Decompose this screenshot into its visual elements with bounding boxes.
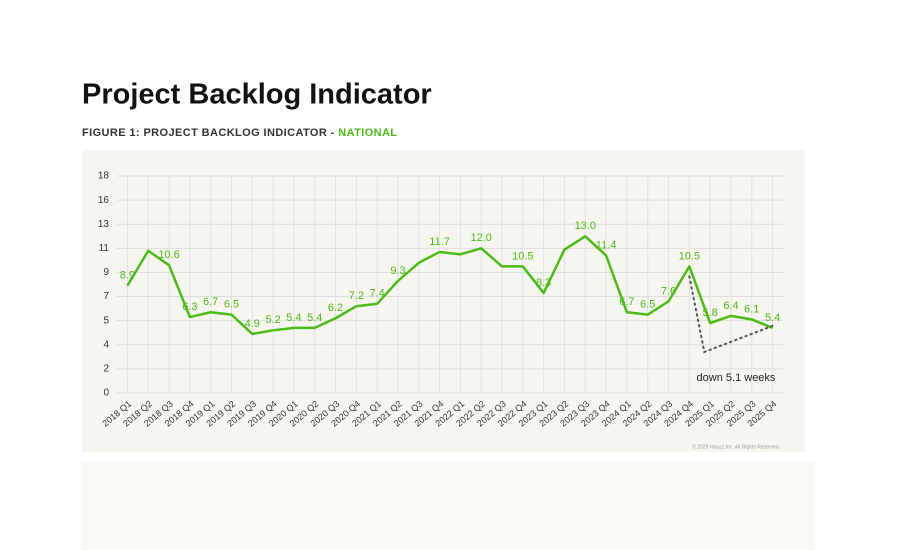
value-label: 8.9 bbox=[120, 270, 135, 282]
value-label: 7.6 bbox=[661, 285, 676, 297]
y-tick-label: 4 bbox=[103, 339, 109, 350]
y-tick-label: 5 bbox=[103, 315, 109, 326]
value-label: 5.8 bbox=[703, 307, 718, 319]
value-label: 13.0 bbox=[575, 220, 596, 232]
value-label: 9.3 bbox=[390, 265, 405, 277]
lower-panel bbox=[82, 462, 815, 550]
y-tick-label: 11 bbox=[99, 243, 110, 254]
value-label: 11.4 bbox=[596, 239, 617, 251]
figure-title-highlight: NATIONAL bbox=[338, 127, 397, 139]
value-label: 7.2 bbox=[349, 290, 364, 302]
value-label: 7.4 bbox=[370, 288, 385, 300]
value-label: 5.4 bbox=[307, 312, 322, 324]
data-line bbox=[126, 235, 774, 336]
y-tick-label: 9 bbox=[103, 267, 109, 278]
y-tick-label: 7 bbox=[103, 291, 109, 302]
value-label: 5.4 bbox=[286, 312, 301, 324]
figure-title-main: FIGURE 1: PROJECT BACKLOG INDICATOR - bbox=[82, 127, 335, 139]
value-label: 12.0 bbox=[471, 232, 492, 244]
value-label: 8.3 bbox=[536, 277, 551, 289]
value-label: 5.4 bbox=[765, 312, 780, 324]
y-tick-label: 16 bbox=[98, 195, 110, 206]
y-tick-label: 18 bbox=[98, 171, 110, 182]
y-tick-label: 13 bbox=[98, 219, 110, 230]
value-label: 6.7 bbox=[203, 296, 218, 308]
value-label: 4.9 bbox=[245, 318, 260, 330]
value-label: 10.5 bbox=[679, 250, 700, 262]
page-title: Project Backlog Indicator bbox=[82, 79, 432, 111]
figure-title: FIGURE 1: PROJECT BACKLOG INDICATOR - NA… bbox=[82, 127, 397, 139]
annotation: down 5.1 weeks bbox=[697, 372, 776, 384]
value-label: 6.7 bbox=[619, 296, 634, 308]
y-tick-label: 0 bbox=[103, 388, 109, 399]
y-tick-label: 2 bbox=[103, 364, 109, 375]
value-label: 6.5 bbox=[224, 299, 239, 311]
value-label: 6.5 bbox=[640, 299, 655, 311]
value-label: 6.2 bbox=[328, 302, 343, 314]
value-label: 6.3 bbox=[182, 301, 197, 313]
value-label: 6.1 bbox=[744, 303, 759, 315]
value-label: 6.4 bbox=[723, 300, 738, 312]
value-label: 11.7 bbox=[429, 236, 450, 248]
copyright: © 2025 Houzz Inc. All Rights Reserved. bbox=[692, 443, 780, 450]
value-label: 10.5 bbox=[512, 250, 533, 262]
annotation-bracket bbox=[688, 275, 774, 354]
value-label: 10.6 bbox=[158, 249, 179, 261]
value-label: 5.2 bbox=[265, 314, 280, 326]
